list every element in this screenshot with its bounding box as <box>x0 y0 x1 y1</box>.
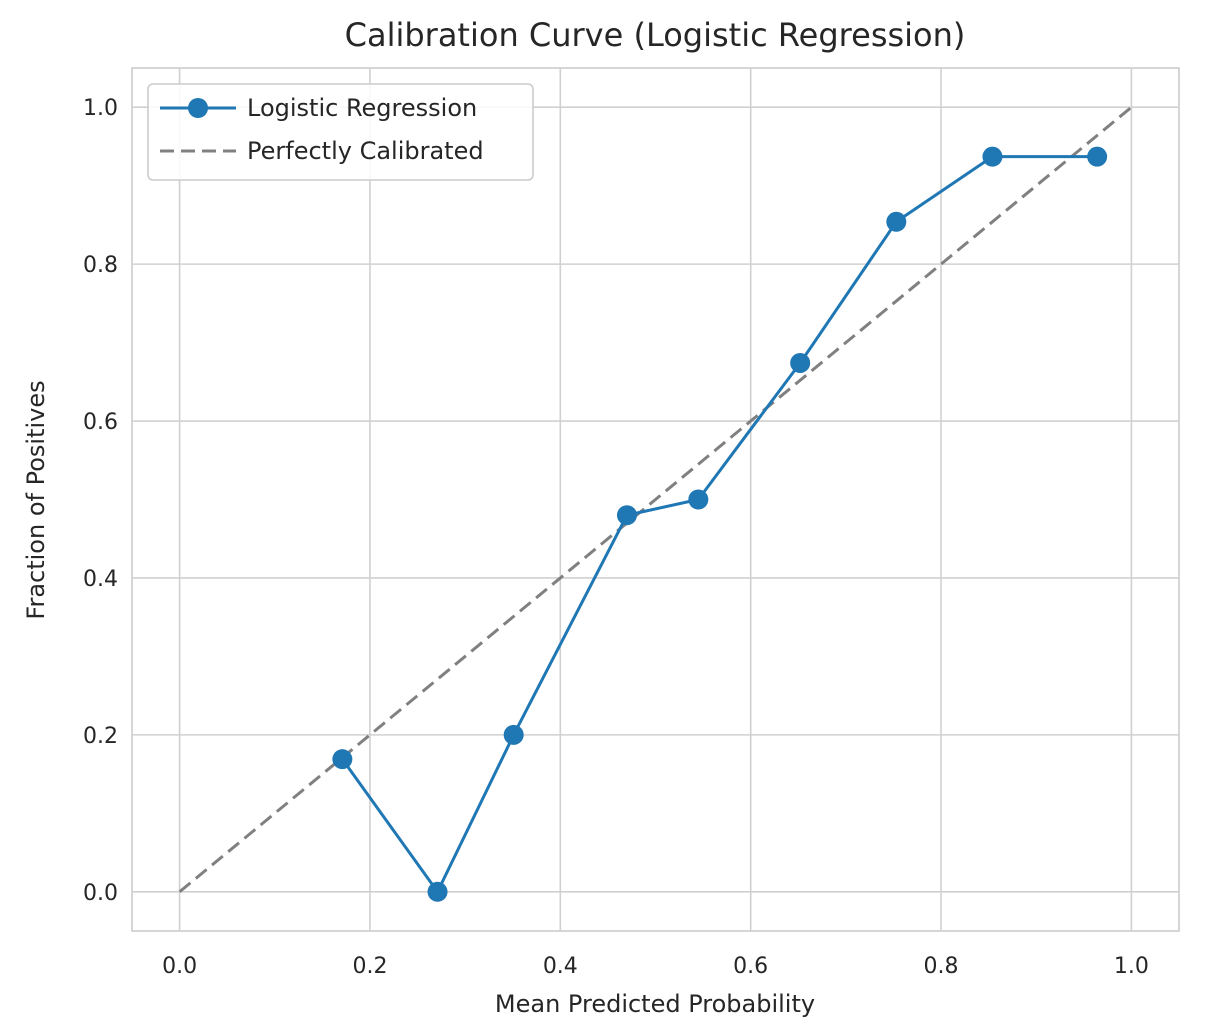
data-point <box>886 211 907 232</box>
data-point <box>688 489 709 510</box>
legend: Logistic Regression Perfectly Calibrated <box>147 83 534 181</box>
x-axis-label: Mean Predicted Probability <box>495 990 815 1018</box>
y-tick-label: 0.0 <box>83 881 118 906</box>
y-tick-label: 0.2 <box>83 724 118 749</box>
x-tick-label: 0.8 <box>924 954 959 979</box>
chart-title: Calibration Curve (Logistic Regression) <box>345 16 966 54</box>
legend-marker-logistic-regression <box>188 98 208 118</box>
perfectly-calibrated-line <box>178 106 1133 893</box>
grid <box>132 68 1179 931</box>
x-tick-label: 0.4 <box>543 954 578 979</box>
data-point <box>427 881 448 902</box>
legend-label-logistic-regression: Logistic Regression <box>247 94 477 122</box>
legend-label-perfectly-calibrated: Perfectly Calibrated <box>247 137 484 165</box>
y-tick-label: 1.0 <box>83 96 118 121</box>
data-point <box>616 505 637 526</box>
legend-box <box>147 83 534 181</box>
data-point <box>1087 146 1108 167</box>
x-tick-label: 1.0 <box>1114 954 1149 979</box>
y-tick-label: 0.6 <box>83 410 118 435</box>
data-point <box>332 749 353 770</box>
data-point <box>790 352 811 373</box>
x-tick-label: 0.2 <box>352 954 387 979</box>
y-axis-label: Fraction of Positives <box>22 380 50 619</box>
x-tick-label: 0.6 <box>733 954 768 979</box>
y-tick-label: 0.8 <box>83 253 118 278</box>
data-point <box>503 724 524 745</box>
x-tick-label: 0.0 <box>162 954 197 979</box>
data-point <box>982 146 1003 167</box>
series-layer <box>178 106 1133 902</box>
y-tick-label: 0.4 <box>83 567 118 592</box>
tick-labels: 0.0 0.2 0.4 0.6 0.8 1.0 0.0 0.2 0.4 0.6 0.8 1.0 <box>83 96 1149 979</box>
